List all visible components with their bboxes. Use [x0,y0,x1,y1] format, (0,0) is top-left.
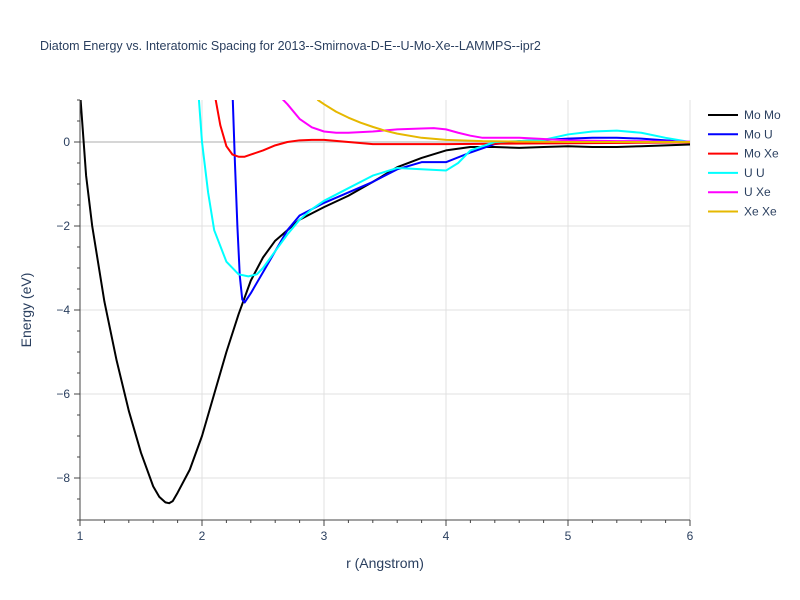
x-tick-label: 4 [443,529,450,543]
x-axis-title: r (Angstrom) [346,555,424,571]
y-tick-label: −4 [56,303,70,317]
x-tick-label: 5 [565,529,572,543]
y-tick-label: −2 [56,219,70,233]
chart-title: Diatom Energy vs. Interatomic Spacing fo… [40,39,541,53]
legend-label: Xe Xe [744,205,777,219]
series-line-mo-mo [80,100,690,505]
x-tick-label: 1 [77,529,84,543]
series-line-u-xe [281,100,690,143]
series-layer [80,100,690,505]
axes-layer: 1 2 3 4 5 6 −8 −6 −4 −2 0 [56,99,694,543]
legend-label: Mo Xe [744,147,779,161]
y-axis-title: Energy (eV) [18,273,34,348]
legend-label: U Xe [744,185,771,199]
series-line-xe-xe [316,100,690,143]
series-line-u-u [197,100,690,278]
y-tick-label: −6 [56,387,70,401]
legend-label: Mo U [744,127,773,141]
x-tick-label: 3 [321,529,328,543]
legend: Mo Mo Mo U Mo Xe U U U Xe Xe Xe [708,108,781,219]
legend-label: Mo Mo [744,108,781,122]
y-tick-label: 0 [63,135,70,149]
x-tick-label: 2 [199,529,206,543]
grid-layer [79,100,691,520]
y-tick-label: −8 [56,471,70,485]
legend-label: U U [744,166,765,180]
series-line-mo-u [231,100,690,304]
x-tick-label: 6 [687,529,694,543]
